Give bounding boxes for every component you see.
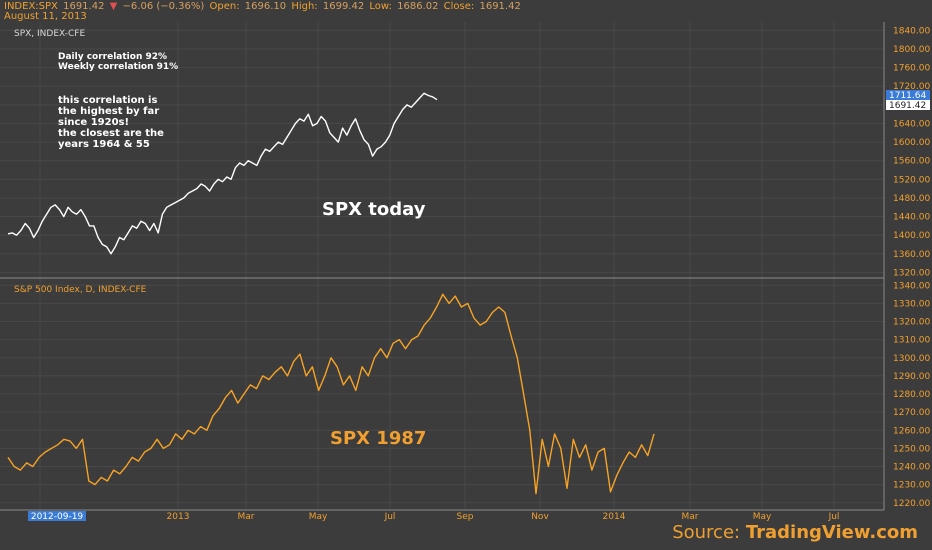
xtick-label: May — [309, 512, 328, 522]
close-label: Close: — [443, 1, 475, 12]
spx-1987-label: SPX 1987 — [330, 428, 427, 449]
last-price: 1691.42 — [63, 1, 105, 12]
bottom-ytick-label: 1230.00 — [893, 481, 930, 491]
top-series-line[interactable] — [7, 92, 438, 255]
price-tag-last-text: 1691.42 — [889, 101, 926, 111]
top-ytick-label: 1360.00 — [893, 250, 930, 260]
open-label: Open: — [209, 1, 240, 12]
xtick-label: 2014 — [603, 512, 626, 522]
xtick-label: May — [753, 512, 772, 522]
xtick-label: Nov — [531, 512, 549, 522]
high-label: High: — [291, 1, 318, 12]
top-ytick-label: 1760.00 — [893, 64, 930, 74]
xtick-label: Jul — [384, 512, 396, 522]
xtick-label: Sep — [457, 512, 474, 522]
source-credit: Source: TradingView.com — [672, 522, 918, 543]
high-value: 1699.42 — [322, 1, 365, 12]
bottom-ytick-label: 1240.00 — [893, 463, 930, 473]
bottom-series-line[interactable] — [7, 293, 655, 495]
correlation-comment: this correlation is the highest by far s… — [58, 95, 164, 150]
bottom-ytick-label: 1270.00 — [893, 408, 930, 418]
comment-line-1: this correlation is — [58, 95, 158, 106]
down-arrow-icon: ▼ — [109, 1, 118, 12]
bottom-ytick-label: 1260.00 — [893, 426, 930, 436]
bottom-ytick-label: 1250.00 — [893, 444, 930, 454]
correlation-note: Daily correlation 92% Weekly correlation… — [58, 52, 178, 72]
xtick-label: Mar — [238, 512, 255, 522]
bottom-ytick-label: 1280.00 — [893, 390, 930, 400]
top-ytick-label: 1320.00 — [893, 268, 930, 278]
top-ytick-label: 1400.00 — [893, 231, 930, 241]
bottom-ytick-label: 1290.00 — [893, 372, 930, 382]
low-label: Low: — [369, 1, 392, 12]
low-value: 1686.02 — [397, 1, 439, 12]
bottom-ytick-label: 1340.00 — [893, 281, 930, 291]
ohlc-readout: INDEX:SPX 1691.42 ▼ −6.06 (−0.36%) Open:… — [4, 1, 523, 12]
comment-line-5: years 1964 & 55 — [58, 139, 150, 150]
daily-correlation-text: Daily correlation 92% — [58, 52, 168, 62]
comment-line-4: the closest are the — [58, 128, 164, 139]
comment-line-3: since 1920s! — [58, 117, 130, 128]
bottom-ytick-label: 1300.00 — [893, 354, 930, 364]
weekly-correlation-text: Weekly correlation 91% — [58, 62, 179, 72]
date-readout: August 11, 2013 — [4, 11, 87, 22]
bottom-ytick-label: 1330.00 — [893, 299, 930, 309]
top-ytick-label: 1560.00 — [893, 157, 930, 167]
price-change: −6.06 (−0.36%) — [122, 1, 205, 12]
bottom-ytick-label: 1220.00 — [893, 499, 930, 509]
close-value: 1691.42 — [479, 1, 521, 12]
top-ytick-label: 1480.00 — [893, 194, 930, 204]
top-ytick-label: 1720.00 — [893, 82, 930, 92]
x-cursor-date-tag — [28, 511, 86, 521]
bottom-ytick-label: 1320.00 — [893, 318, 930, 328]
top-ytick-label: 1840.00 — [893, 26, 930, 36]
symbol-label[interactable]: INDEX:SPX — [4, 1, 58, 12]
top-ytick-label: 1640.00 — [893, 119, 930, 129]
top-ytick-label: 1440.00 — [893, 213, 930, 223]
top-ytick-label: 1600.00 — [893, 138, 930, 148]
xtick-label: Mar — [682, 512, 699, 522]
source-prefix: Source: — [672, 522, 746, 543]
price-tag-high-text: 1711.64 — [889, 91, 926, 101]
price-tag-last — [886, 100, 930, 110]
open-value: 1696.10 — [244, 1, 287, 12]
top-pane-title: SPX, INDEX-CFE — [14, 29, 86, 39]
xtick-label: 2013 — [167, 512, 190, 522]
bottom-pane-title: S&P 500 Index, D, INDEX-CFE — [14, 285, 147, 295]
xtick-label: Jul — [828, 512, 840, 522]
spx-today-label: SPX today — [322, 199, 426, 220]
price-tag-high — [886, 90, 930, 100]
top-ytick-label: 1800.00 — [893, 45, 930, 55]
xtick-label: 2012-09-19 — [31, 512, 84, 522]
top-ytick-label: 1520.00 — [893, 175, 930, 185]
bottom-ytick-label: 1310.00 — [893, 336, 930, 346]
tradingview-brand[interactable]: TradingView.com — [745, 522, 918, 543]
chart-header: INDEX:SPX 1691.42 ▼ −6.06 (−0.36%) Open:… — [0, 0, 932, 22]
comment-line-2: the highest by far — [58, 106, 160, 117]
